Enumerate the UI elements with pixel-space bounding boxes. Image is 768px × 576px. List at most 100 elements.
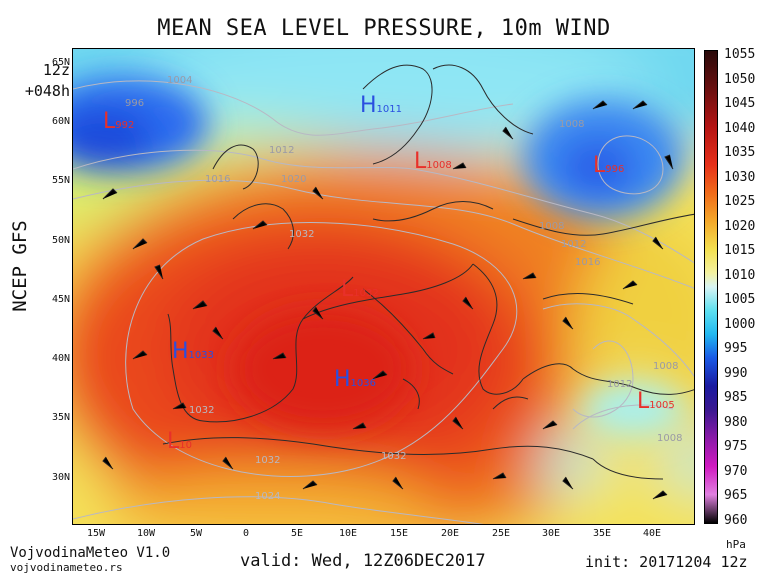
lon-label: 40E: [642, 528, 662, 539]
isobar-label: 1032: [289, 229, 315, 240]
center-symbol: H: [172, 339, 189, 364]
center-value: 1032: [353, 288, 379, 299]
isobar-label: 1012: [561, 239, 587, 250]
valid-time: valid: Wed, 12Z06DEC2017: [240, 551, 486, 571]
lon-label: 10E: [338, 528, 358, 539]
lat-label: 45N: [51, 294, 70, 305]
pressure-center-high: H1011: [360, 93, 402, 118]
coastlines: [162, 64, 694, 480]
model-name: NCEP GFS: [9, 220, 31, 312]
lon-label: 15W: [86, 528, 106, 539]
colorbar-tick: 1025: [724, 194, 756, 209]
colorbar-unit: hPa: [726, 538, 746, 551]
isobars: [73, 80, 694, 524]
lon-label: 0: [242, 528, 250, 539]
low-pressure-areas: [73, 76, 683, 435]
lat-label: 30N: [51, 472, 70, 483]
forecast-step: +048h: [24, 82, 70, 100]
brand-name: VojvodinaMeteo V1.0: [10, 545, 171, 561]
run-hour: 12z: [42, 61, 70, 79]
isobar-label: 1020: [281, 174, 307, 185]
isobar-label: 1016: [575, 257, 601, 268]
center-symbol: L: [167, 429, 180, 454]
colorbar-tick: 1000: [724, 316, 756, 332]
colorbar-tick: 975: [724, 439, 748, 454]
colorbar-tick: 1015: [724, 243, 756, 258]
colorbar-tick: 995: [724, 341, 748, 356]
isobar-label: 1004: [167, 75, 193, 86]
init-time: init: 20171204 12z: [585, 553, 748, 571]
center-value: 1036: [350, 378, 376, 389]
pressure-center-high: H1036: [334, 367, 376, 392]
colorbar-tick: 965: [724, 488, 748, 503]
lon-label: 35E: [592, 528, 612, 539]
lat-label: 65N: [51, 57, 70, 68]
lon-label: 5E: [290, 528, 304, 539]
center-symbol: L: [103, 109, 116, 134]
isobar-label: 1012: [607, 379, 633, 390]
lon-label: 20E: [440, 528, 460, 539]
colorbar-tick: 1045: [724, 96, 756, 111]
isobar-label: 1008: [657, 433, 683, 444]
center-value: 10: [179, 440, 192, 451]
chart-title: MEAN SEA LEVEL PRESSURE, 10m WIND: [157, 16, 611, 41]
lon-label: 15E: [389, 528, 409, 539]
lat-label: 40N: [51, 353, 70, 364]
lat-label: 60N: [51, 116, 70, 127]
colorbar: [704, 50, 718, 524]
colorbar-tick: 1040: [724, 120, 756, 136]
center-symbol: H: [360, 93, 377, 118]
colorbar-tick: 985: [724, 390, 748, 405]
lon-label: 10W: [136, 528, 156, 539]
isobar-label: 1008: [559, 119, 585, 130]
center-value: 996: [605, 164, 625, 175]
pressure-center-low: L992: [103, 109, 134, 134]
colorbar-tick: 1050: [724, 71, 756, 87]
center-symbol: L: [637, 389, 650, 414]
run-info: 12z +048h: [6, 60, 70, 102]
wind-barbs: [102, 100, 674, 500]
colorbar-tick: 1055: [724, 47, 756, 62]
colorbar-tick: 1020: [724, 218, 756, 234]
isobar-label: 1032: [189, 405, 215, 416]
center-value: 992: [115, 120, 135, 131]
center-symbol: L: [593, 153, 606, 178]
isobar-label: 1032: [381, 451, 407, 462]
pressure-center-low: L1008: [414, 149, 452, 174]
center-symbol: L: [414, 149, 427, 174]
center-value: 1033: [188, 350, 214, 361]
pressure-center-low: L10: [167, 429, 192, 454]
center-value: 1011: [376, 104, 402, 115]
isobar-label: 1012: [269, 145, 295, 156]
colorbar-tick: 980: [724, 414, 748, 430]
isobar-label: 996: [125, 98, 145, 109]
colorbar-gradient: [705, 51, 717, 523]
lat-label: 35N: [51, 412, 70, 423]
colorbar-tick: 1010: [724, 267, 756, 283]
pressure-center-high: H1033: [172, 339, 214, 364]
map-graphic: [73, 49, 694, 524]
lat-label: 55N: [51, 175, 70, 186]
colorbar-tick: 1035: [724, 145, 756, 160]
lon-label: 5W: [189, 528, 203, 539]
colorbar-tick: 970: [724, 463, 748, 479]
isobar-label: 1008: [539, 221, 565, 232]
lat-label: 50N: [51, 235, 70, 246]
colorbar-tick: 990: [724, 365, 748, 381]
lon-label: 25E: [491, 528, 511, 539]
colorbar-tick: 960: [724, 512, 748, 528]
isobar-label: 1024: [255, 491, 281, 502]
isobar-label: 1008: [653, 361, 679, 372]
center-value: 1008: [426, 160, 452, 171]
brand-site: vojvodinameteo.rs: [10, 561, 123, 574]
center-value: 1005: [649, 400, 675, 411]
center-symbol: L: [341, 277, 354, 302]
pressure-map: 1004 996 1012 1016 1020 1032 1032 1032 1…: [72, 48, 695, 525]
colorbar-tick: 1005: [724, 292, 756, 307]
isobar-label: 1016: [205, 174, 231, 185]
pressure-center-low: L1032: [341, 277, 379, 302]
isobar-label: 1032: [255, 455, 281, 466]
lon-label: 30E: [541, 528, 561, 539]
center-symbol: H: [334, 367, 351, 392]
pressure-center-low: L996: [593, 153, 624, 178]
